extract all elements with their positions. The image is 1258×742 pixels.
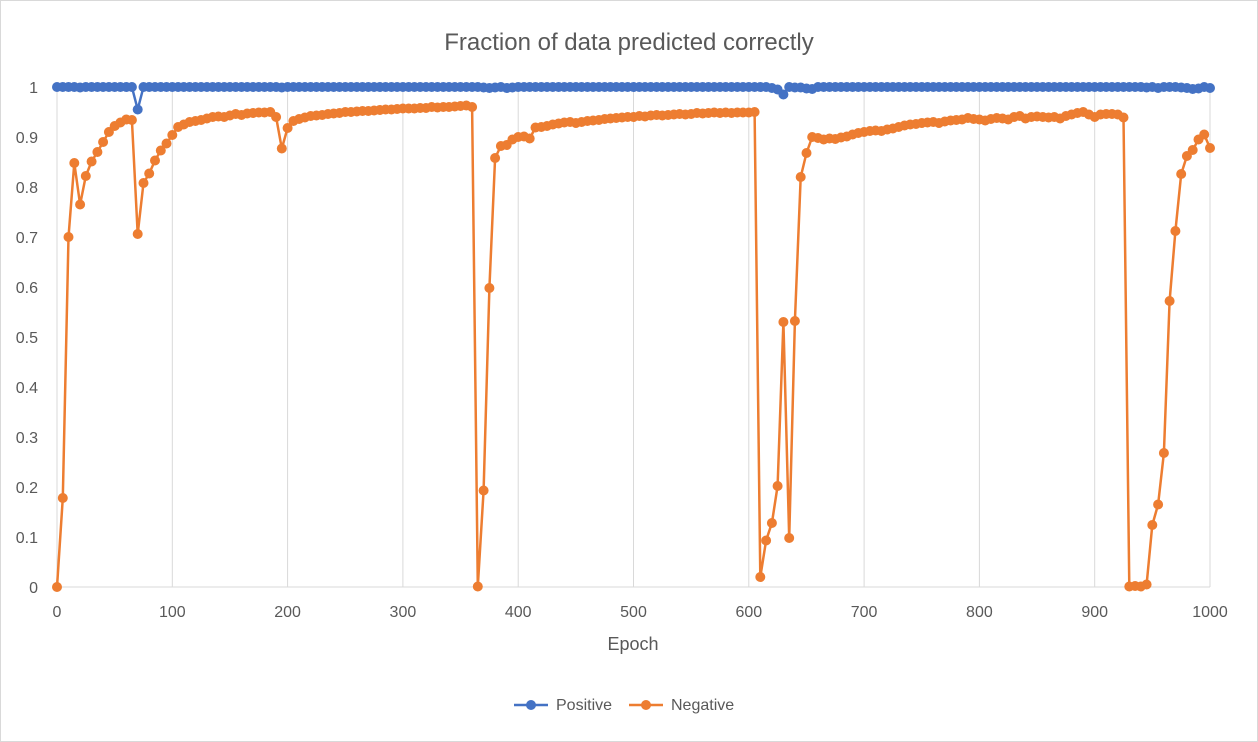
data-point-negative bbox=[1205, 143, 1215, 153]
data-point-negative bbox=[1119, 113, 1129, 123]
y-tick-label: 0.1 bbox=[16, 530, 38, 547]
chart-title: Fraction of data predicted correctly bbox=[444, 29, 814, 56]
data-point-negative bbox=[484, 283, 494, 293]
y-tick-labels: 0 0.1 0.2 0.3 0.4 0.5 0.6 0.7 0.8 0.9 1 bbox=[16, 80, 38, 597]
data-point-negative bbox=[271, 112, 281, 122]
data-point-negative bbox=[761, 536, 771, 546]
legend-label: Negative bbox=[671, 697, 734, 714]
gridlines bbox=[172, 87, 1210, 587]
data-point-positive bbox=[127, 82, 137, 92]
y-tick-label: 0.3 bbox=[16, 430, 38, 447]
data-point-negative bbox=[1142, 580, 1152, 590]
legend-item-negative[interactable]: Negative bbox=[629, 697, 734, 714]
y-tick-label: 1 bbox=[29, 80, 38, 97]
x-tick-label: 900 bbox=[1081, 604, 1108, 621]
x-tick-label: 600 bbox=[735, 604, 762, 621]
data-point-negative bbox=[773, 481, 783, 491]
data-point-negative bbox=[467, 102, 477, 112]
data-point-negative bbox=[490, 153, 500, 163]
y-tick-label: 0.2 bbox=[16, 480, 38, 497]
data-point-negative bbox=[1159, 448, 1169, 458]
data-point-negative bbox=[167, 130, 177, 140]
data-point-negative bbox=[150, 156, 160, 166]
data-point-negative bbox=[81, 171, 91, 181]
data-point-negative bbox=[479, 486, 489, 496]
data-point-negative bbox=[64, 232, 74, 242]
y-tick-label: 0.5 bbox=[16, 330, 38, 347]
data-point-negative bbox=[1170, 226, 1180, 236]
data-point-negative bbox=[796, 172, 806, 182]
x-tick-label: 300 bbox=[390, 604, 417, 621]
x-tick-label: 800 bbox=[966, 604, 993, 621]
data-point-negative bbox=[87, 157, 97, 167]
x-tick-label: 200 bbox=[274, 604, 301, 621]
legend-label: Positive bbox=[556, 697, 612, 714]
data-point-negative bbox=[750, 107, 760, 117]
data-point-negative bbox=[139, 178, 149, 188]
data-point-negative bbox=[755, 572, 765, 582]
data-point-negative bbox=[69, 158, 79, 168]
legend-swatch-marker bbox=[526, 700, 536, 710]
y-tick-label: 0 bbox=[29, 580, 38, 597]
data-point-negative bbox=[277, 144, 287, 154]
y-tick-label: 0.9 bbox=[16, 130, 38, 147]
x-tick-label: 0 bbox=[53, 604, 62, 621]
data-point-negative bbox=[1188, 145, 1198, 155]
x-tick-label: 100 bbox=[159, 604, 186, 621]
y-tick-label: 0.6 bbox=[16, 280, 38, 297]
x-axis-label: Epoch bbox=[607, 634, 658, 654]
x-tick-label: 1000 bbox=[1192, 604, 1228, 621]
data-point-negative bbox=[98, 137, 108, 147]
x-tick-labels: 0 100 200 300 400 500 600 700 800 900 1000 bbox=[53, 604, 1228, 621]
data-point-negative bbox=[473, 582, 483, 592]
y-tick-label: 0.8 bbox=[16, 180, 38, 197]
data-point-negative bbox=[92, 147, 102, 157]
data-point-positive bbox=[133, 105, 143, 115]
y-tick-label: 0.7 bbox=[16, 230, 38, 247]
legend-item-positive[interactable]: Positive bbox=[514, 697, 612, 714]
data-point-negative bbox=[767, 518, 777, 528]
data-point-negative bbox=[144, 169, 154, 179]
data-point-negative bbox=[133, 229, 143, 239]
data-point-negative bbox=[525, 134, 535, 144]
data-point-negative bbox=[1147, 520, 1157, 530]
data-point-positive bbox=[1205, 83, 1215, 93]
data-point-negative bbox=[58, 493, 68, 503]
data-point-negative bbox=[1165, 296, 1175, 306]
x-tick-label: 700 bbox=[851, 604, 878, 621]
data-point-negative bbox=[1153, 500, 1163, 510]
data-point-negative bbox=[75, 200, 85, 210]
legend[interactable]: Positive Negative bbox=[514, 697, 734, 714]
data-point-negative bbox=[802, 148, 812, 158]
x-tick-label: 400 bbox=[505, 604, 532, 621]
data-point-negative bbox=[790, 316, 800, 326]
legend-swatch-marker bbox=[641, 700, 651, 710]
data-point-negative bbox=[127, 115, 137, 125]
data-point-negative bbox=[162, 139, 172, 149]
y-tick-label: 0.4 bbox=[16, 380, 38, 397]
data-point-negative bbox=[1199, 130, 1209, 140]
data-point-negative bbox=[778, 317, 788, 327]
data-point-negative bbox=[52, 582, 62, 592]
x-tick-label: 500 bbox=[620, 604, 647, 621]
data-point-negative bbox=[1176, 169, 1186, 179]
data-point-negative bbox=[784, 533, 794, 543]
